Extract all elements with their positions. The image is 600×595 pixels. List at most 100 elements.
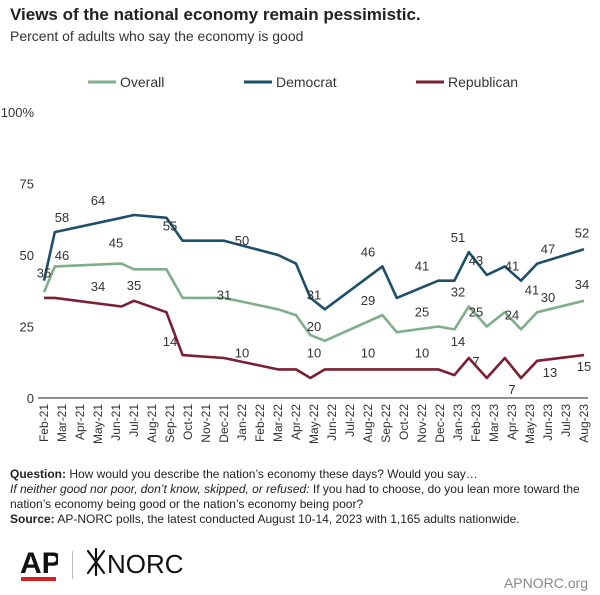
x-tick-label: Apr-22	[289, 404, 303, 440]
data-label-republican: 14	[163, 334, 177, 349]
data-label-republican: 10	[361, 345, 375, 360]
norc-logo: NORC	[86, 547, 184, 579]
site-url: APNORC.org	[503, 575, 588, 591]
data-label-democrat: 47	[541, 242, 555, 257]
source-label: Source:	[10, 512, 55, 526]
x-tick-label: Aug-22	[361, 404, 375, 443]
data-label-republican: 15	[577, 359, 591, 374]
logo-divider	[72, 551, 73, 579]
x-tick-label: Jun-21	[109, 404, 123, 441]
y-tick-label: 50	[20, 248, 34, 263]
legend-label-democrat: Democrat	[276, 74, 337, 90]
ap-logo-bar	[21, 577, 56, 581]
data-label-democrat: 41	[525, 283, 539, 298]
x-tick-label: Nov-22	[415, 404, 429, 443]
series-line-republican	[44, 296, 585, 380]
data-label-overall: 24	[505, 307, 519, 322]
footnotes: Question: How would you describe the nat…	[10, 467, 595, 527]
line-chart: 0 25 50 75 100% Feb-21 Mar-21 Apr-21 May-21 Jun-2…	[1, 74, 591, 444]
data-label-republican: 10	[235, 345, 249, 360]
data-label-republican: 34	[91, 279, 105, 294]
data-label-overall: 35	[37, 266, 51, 281]
x-tick-label: May-21	[91, 404, 105, 444]
data-label-democrat: 41	[505, 259, 519, 274]
y-tick-label: 100%	[1, 105, 35, 120]
source-note: Source: AP-NORC polls, the latest conduc…	[10, 512, 595, 527]
x-tick-label: Apr-23	[505, 404, 519, 440]
y-tick-label: 0	[27, 391, 34, 406]
x-tick-label: Mar-21	[55, 404, 69, 442]
data-label-overall: 31	[217, 287, 231, 302]
x-tick-label: Feb-21	[37, 404, 51, 442]
x-tick-label: Nov-21	[199, 404, 213, 443]
data-label-democrat: 43	[469, 253, 483, 268]
ap-logo-text: AP	[20, 547, 58, 580]
x-tick-label: Jul-22	[343, 404, 357, 437]
data-label-democrat: 55	[163, 219, 177, 234]
data-label-republican: 7	[508, 382, 515, 397]
x-tick-label: Feb-23	[469, 404, 483, 442]
chart-title: Views of the national economy remain pes…	[10, 5, 421, 24]
x-tick-label: Mar-23	[487, 404, 501, 442]
x-tick-label: May-22	[307, 404, 321, 444]
x-tick-label: Apr-21	[73, 404, 87, 440]
series-line-overall	[42, 262, 585, 343]
data-label-democrat: 31	[307, 287, 321, 302]
norc-logo-text: NORC	[107, 549, 184, 579]
followup-note: If neither good nor poor, don’t know, sk…	[10, 482, 595, 512]
data-label-overall: 45	[109, 236, 123, 251]
x-tick-label: Jun-22	[325, 404, 339, 441]
x-tick-label: Jan-23	[451, 404, 465, 441]
x-tick-label: Jul-23	[559, 404, 573, 437]
series-line-democrat	[42, 213, 585, 311]
ap-logo: AP	[20, 547, 58, 581]
data-label-republican: 7	[472, 354, 479, 369]
data-label-democrat: 51	[451, 230, 465, 245]
norc-star-icon	[86, 547, 106, 577]
data-label-republican: 10	[415, 345, 429, 360]
y-tick-label: 25	[20, 320, 34, 335]
data-label-overall: 29	[361, 293, 375, 308]
data-label-democrat: 52	[575, 225, 589, 240]
followup-label: If neither good nor poor, don’t know, sk…	[10, 482, 310, 496]
source-text: AP-NORC polls, the latest conducted Augu…	[54, 512, 520, 526]
data-label-overall: 46	[55, 248, 69, 263]
x-tick-label: Sep-21	[163, 404, 177, 443]
x-tick-label: Jun-23	[541, 404, 555, 441]
data-label-overall: 34	[575, 277, 589, 292]
x-tick-label: Mar-22	[271, 404, 285, 442]
data-label-overall: 20	[307, 319, 321, 334]
chart-subtitle: Percent of adults who say the economy is…	[10, 28, 304, 44]
data-label-overall: 32	[451, 284, 465, 299]
legend-label-overall: Overall	[120, 74, 164, 90]
x-tick-label: Oct-21	[181, 404, 195, 440]
data-label-republican: 13	[543, 365, 557, 380]
data-label-democrat: 64	[91, 193, 105, 208]
data-label-democrat: 46	[361, 244, 375, 259]
question-label: Question:	[10, 467, 66, 481]
question-text: How would you describe the nation’s econ…	[66, 467, 478, 481]
x-tick-label: Dec-21	[217, 404, 231, 443]
data-label-republican: 14	[451, 334, 465, 349]
x-tick-label: Feb-22	[253, 404, 267, 442]
data-label-democrat: 50	[235, 233, 249, 248]
x-tick-label: Aug-21	[145, 404, 159, 443]
data-label-democrat: 41	[415, 259, 429, 274]
x-tick-label: Sep-22	[379, 404, 393, 443]
y-tick-label: 75	[20, 177, 34, 192]
data-label-overall: 35	[127, 278, 141, 293]
data-label-democrat: 58	[55, 210, 69, 225]
data-label-overall: 25	[469, 305, 483, 320]
followup-text: If you had to choose, do you lean more t…	[10, 482, 580, 511]
x-tick-label: Jul-21	[127, 404, 141, 437]
x-tick-label: Aug-23	[577, 404, 591, 443]
x-tick-label: Jan-22	[235, 404, 249, 441]
question-note: Question: How would you describe the nat…	[10, 467, 595, 482]
data-label-overall: 25	[415, 305, 429, 320]
x-tick-label: Dec-22	[433, 404, 447, 443]
data-label-overall: 30	[541, 290, 555, 305]
x-tick-label: Oct-22	[397, 404, 411, 440]
x-tick-label: May-23	[523, 404, 537, 444]
legend-label-republican: Republican	[448, 74, 518, 90]
data-label-republican: 10	[307, 345, 321, 360]
